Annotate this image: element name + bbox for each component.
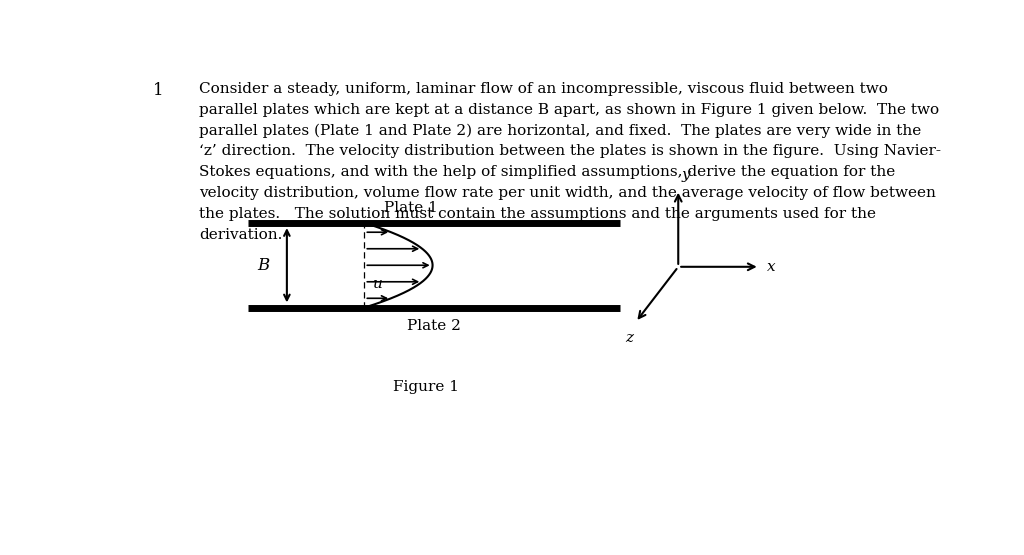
Text: z: z bbox=[626, 331, 634, 345]
Text: Plate 2: Plate 2 bbox=[408, 319, 461, 333]
Text: u: u bbox=[373, 276, 383, 291]
Text: 1: 1 bbox=[153, 82, 164, 99]
Text: B: B bbox=[258, 257, 270, 274]
Text: Figure 1: Figure 1 bbox=[393, 380, 460, 394]
Text: Consider a steady, uniform, laminar flow of an incompressible, viscous fluid bet: Consider a steady, uniform, laminar flow… bbox=[200, 82, 888, 96]
Text: x: x bbox=[767, 260, 776, 274]
Text: parallel plates (Plate 1 and Plate 2) are horizontal, and fixed.  The plates are: parallel plates (Plate 1 and Plate 2) ar… bbox=[200, 124, 922, 138]
Text: parallel plates which are kept at a distance B apart, as shown in Figure 1 given: parallel plates which are kept at a dist… bbox=[200, 103, 939, 117]
Text: Plate 1: Plate 1 bbox=[384, 201, 438, 215]
Text: y: y bbox=[682, 168, 690, 182]
Text: the plates.   The solution must contain the assumptions and the arguments used f: the plates. The solution must contain th… bbox=[200, 207, 877, 221]
Text: velocity distribution, volume flow rate per unit width, and the average velocity: velocity distribution, volume flow rate … bbox=[200, 186, 936, 200]
Text: Stokes equations, and with the help of simplified assumptions, derive the equati: Stokes equations, and with the help of s… bbox=[200, 165, 896, 179]
Text: ‘z’ direction.  The velocity distribution between the plates is shown in the fig: ‘z’ direction. The velocity distribution… bbox=[200, 144, 941, 158]
Text: derivation.: derivation. bbox=[200, 228, 283, 241]
